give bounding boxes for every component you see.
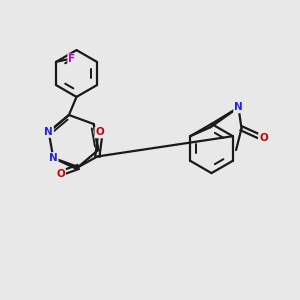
Text: F: F (68, 54, 75, 64)
Text: O: O (259, 133, 268, 143)
Text: N: N (234, 102, 243, 112)
Text: O: O (56, 169, 65, 179)
Text: N: N (49, 153, 58, 163)
Text: N: N (44, 127, 53, 137)
Text: O: O (95, 128, 104, 137)
